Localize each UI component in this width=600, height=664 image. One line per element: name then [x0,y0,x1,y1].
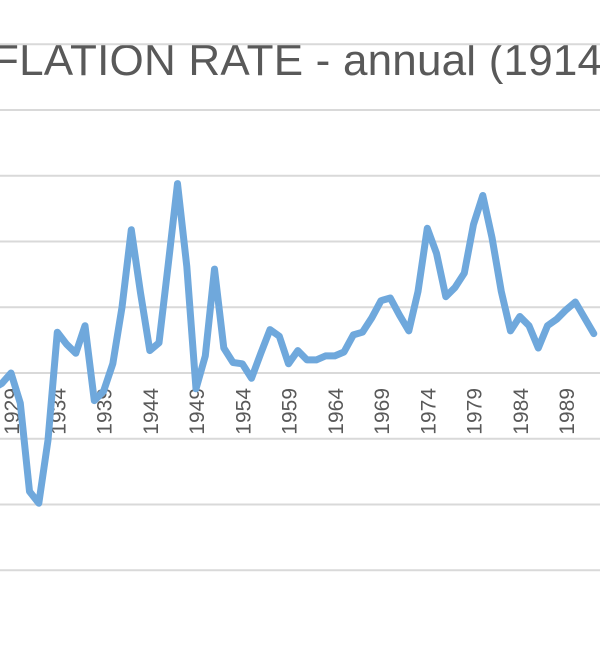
x-tick-label: 1979 [464,388,487,435]
x-tick-label: 1984 [510,388,533,435]
x-tick-label: 1944 [140,388,163,435]
x-tick-label: 1964 [325,388,348,435]
series-line [0,180,598,507]
x-tick-label: 1959 [279,388,302,435]
x-tick-label: 1954 [232,388,255,435]
x-tick-label: 1974 [417,388,440,435]
x-tick-label: 1989 [556,388,579,435]
x-tick-label: 1949 [186,388,209,435]
x-tick-label: 1969 [371,388,394,435]
